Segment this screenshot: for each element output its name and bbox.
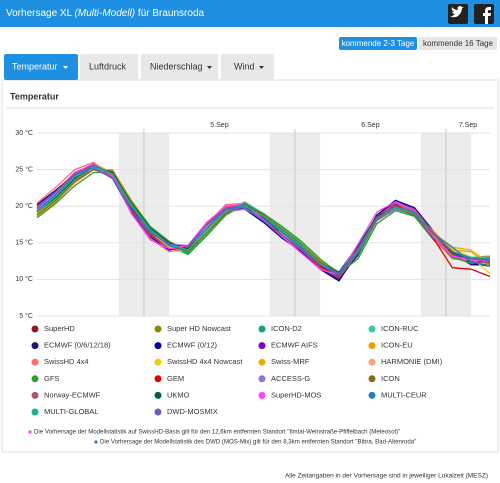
series-line [36,167,491,275]
footer-note: Alle Zeitangaben in der Vorhersage sind … [285,473,488,480]
legend-marker[interactable] [258,342,266,350]
legend-marker[interactable] [154,375,162,383]
range-button[interactable]: kommende 2-3 Tage [339,37,417,50]
footnote-dot [94,440,98,444]
x-tick-label: 7.Sep [459,122,477,129]
legend-marker[interactable] [368,391,376,399]
legend-label[interactable]: Super HD Nowcast [167,324,232,333]
tab[interactable]: Luftdruck [80,54,138,80]
legend-label[interactable]: ICON [381,374,400,383]
legend-label[interactable]: ECMWF AIFS [271,341,318,350]
legend-label[interactable]: ICON-EU [381,341,413,350]
legend-label[interactable]: Norway-ECMWF [44,390,101,399]
legend-marker[interactable] [368,375,376,383]
x-tick-label: 5.Sep [210,122,228,129]
legend-label[interactable]: GFS [44,374,59,383]
range-button[interactable]: kommende 16 Tage [419,37,497,50]
legend-label[interactable]: ICON-D2 [271,324,302,333]
title-text: Vorhersage XL [6,8,73,19]
legend-label[interactable]: MULTI-CEUR [381,390,427,399]
legend-marker[interactable] [154,391,162,399]
y-tick-label: 30 °C [15,129,33,137]
tab-label: Niederschlag [150,61,203,71]
y-tick-label: 15 °C [15,239,33,247]
legend-marker[interactable] [31,342,39,350]
legend-label[interactable]: ECMWF (0/6/12/18) [44,341,111,350]
footnote-dot [28,430,32,434]
series-line [36,163,490,276]
legend-marker[interactable] [31,391,39,399]
tab[interactable]: Temperatur [4,54,78,80]
legend-label[interactable]: GEM [167,374,184,383]
y-tick-label: 25 °C [15,165,33,173]
y-tick-label: 20 °C [15,202,33,210]
range-label: kommende 2-3 Tage [342,39,415,48]
facebook-button[interactable] [474,4,494,24]
legend-marker[interactable] [154,325,162,333]
series-line [36,166,491,275]
legend-label[interactable]: SuperHD [44,324,75,333]
legend-marker[interactable] [154,342,162,350]
title-location: für Braunsroda [138,8,205,19]
legend-label[interactable]: UKMO [167,390,190,399]
legend-marker[interactable] [258,325,266,333]
tab-label: Luftdruck [89,61,127,71]
legend-label[interactable]: DWD-MOSMIX [167,407,218,416]
legend-marker[interactable] [258,358,266,366]
legend-label[interactable]: SuperHD-MOS [271,390,321,399]
legend-marker[interactable] [31,375,39,383]
footnote: Die Vorhersage der Modellstatistik des D… [100,439,416,446]
tab-label: Wind [234,61,255,71]
legend-marker[interactable] [258,375,266,383]
x-tick-label: 6.Sep [361,122,379,129]
legend-marker[interactable] [368,358,376,366]
legend-label[interactable]: ACCESS-G [271,374,310,383]
legend-marker[interactable] [31,358,39,366]
content-box [1,79,499,453]
legend-label[interactable]: ECMWF (0/12) [167,341,218,350]
legend-marker[interactable] [31,325,39,333]
legend-label[interactable]: ICON-RUC [381,324,419,333]
legend-label[interactable]: SwissHD 4x4 Nowcast [167,357,243,366]
legend-marker[interactable] [258,391,266,399]
series-line [36,168,491,276]
twitter-button[interactable] [448,4,468,24]
title-model: (Multi-Modell) [75,8,136,19]
footnote: Die Vorhersage der Modellstatistik auf S… [34,429,400,436]
legend-label[interactable]: HARMONIE (DMI) [381,357,443,366]
legend-marker[interactable] [154,408,162,416]
chart-title: Temperatur [10,91,59,101]
range-label: kommende 16 Tage [423,39,494,48]
legend-label[interactable]: MULTI-GLOBAL [44,407,98,416]
tab-label: Temperatur [12,61,58,71]
legend-label[interactable]: SwissHD 4x4 [44,357,89,366]
legend-marker[interactable] [31,408,39,416]
header-bar [0,0,500,27]
y-tick-label: 10 °C [15,275,33,283]
y-tick-label: 5 °C [19,312,33,320]
legend-label[interactable]: Swiss-MRF [271,357,310,366]
tab[interactable]: Niederschlag [141,54,218,80]
legend-marker[interactable] [154,358,162,366]
legend-marker[interactable] [368,325,376,333]
tab[interactable]: Wind [221,54,274,80]
header-title: Vorhersage XL (Multi-Modell) für Braunsr… [6,8,205,19]
chart: 30 °C 25 °C 20 °C 15 °C 10 °C 5 °C 5.Sep 6.Sep 7… [15,122,491,416]
legend-marker[interactable] [368,342,376,350]
